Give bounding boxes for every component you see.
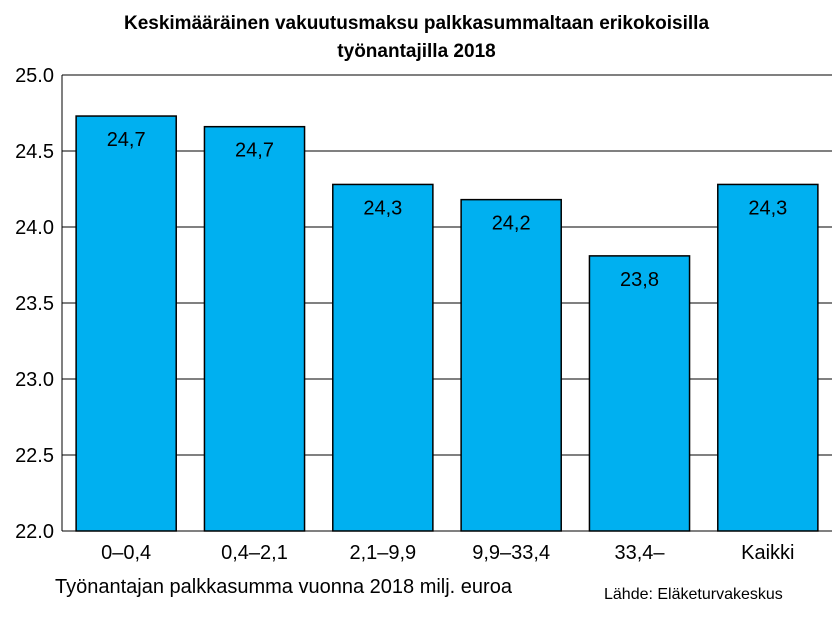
y-tick-label: 22.5	[15, 445, 54, 467]
x-tick-label: 0,4–2,1	[221, 542, 288, 564]
bar	[75, 115, 177, 532]
data-label: 24,3	[363, 197, 402, 219]
y-tick-label: 23.0	[15, 369, 54, 391]
y-tick-label: 23.5	[15, 293, 54, 315]
x-tick-label: 9,9–33,4	[472, 542, 550, 564]
y-tick-label: 25.0	[15, 65, 54, 87]
x-tick-label: Kaikki	[741, 542, 794, 564]
bar	[203, 125, 306, 532]
y-tick-label: 22.0	[15, 521, 54, 543]
data-label: 24,7	[235, 140, 274, 162]
data-label: 24,3	[748, 197, 787, 219]
y-tick-label: 24.5	[15, 141, 54, 163]
chart-title-line-1: Keskimääräinen vakuutusmaksu palkkasumma…	[123, 13, 710, 34]
bar	[460, 198, 562, 532]
y-tick-label: 24.0	[15, 217, 54, 239]
bar	[717, 183, 819, 532]
x-axis-title: Työnantajan palkkasumma vuonna 2018 milj…	[55, 576, 512, 598]
chart-title: Keskimääräinen vakuutusmaksu palkkasumma…	[0, 10, 833, 66]
data-label: 24,2	[492, 213, 531, 235]
x-tick-label: 33,4–	[614, 542, 665, 564]
x-tick-label: 0–0,4	[101, 542, 151, 564]
data-label: 23,8	[620, 269, 659, 291]
bar	[588, 255, 691, 532]
source-note: Lähde: Eläketurvakeskus	[604, 586, 783, 603]
bar	[332, 183, 434, 532]
chart-title-line-2: työnantajilla 2018	[337, 41, 496, 62]
data-label: 24,7	[107, 129, 146, 151]
x-tick-label: 2,1–9,9	[349, 542, 416, 564]
